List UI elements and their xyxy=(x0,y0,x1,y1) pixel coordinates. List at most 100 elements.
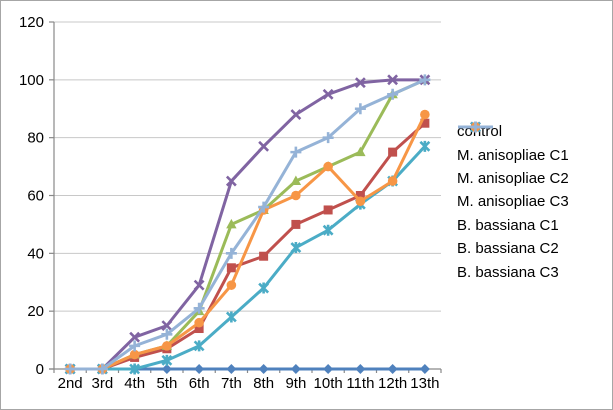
marker-x xyxy=(290,109,302,120)
marker-diamond xyxy=(258,364,269,374)
marker-circle xyxy=(291,190,301,201)
x-tick-label: 6th xyxy=(189,375,210,392)
marker-square xyxy=(355,191,365,200)
marker-circle xyxy=(226,280,237,290)
marker-diamond xyxy=(290,364,301,374)
series-b-bassiana-c3 xyxy=(64,74,431,375)
marker-plus xyxy=(96,363,108,375)
x-tick-label: 5th xyxy=(156,375,177,392)
x-tick-label: 13th xyxy=(410,375,439,392)
y-tick-label: 20 xyxy=(27,303,44,320)
y-tick-label: 120 xyxy=(19,14,44,31)
marker-x xyxy=(322,88,334,100)
series-line xyxy=(68,144,427,371)
gridlines xyxy=(54,21,441,312)
x-tick-label: 7th xyxy=(221,375,242,392)
series-line xyxy=(68,78,427,371)
legend-item-m-anisopliae-c2: M. anisopliae C2 xyxy=(457,121,569,190)
series-line xyxy=(68,78,427,371)
x-tick-label: 11th xyxy=(346,375,374,392)
marker-triangle xyxy=(355,146,366,157)
series-b-bassiana-c2 xyxy=(65,109,430,374)
chart-legend: control M. anisopliae C1 M. anisopliae C2 M… xyxy=(457,120,569,284)
legend-swatch-icon xyxy=(458,121,493,133)
x-tick-label: 4th xyxy=(124,375,145,392)
marker-triangle xyxy=(290,175,302,186)
y-tick-label: 0 xyxy=(36,361,44,378)
marker-x xyxy=(258,140,270,152)
marker-x xyxy=(387,74,399,86)
legend-label: B. bassiana C3 xyxy=(457,263,559,281)
marker-x xyxy=(129,331,141,343)
marker-diamond xyxy=(419,364,430,374)
legend-label: M. anisopliae C3 xyxy=(457,193,569,211)
marker-diamond xyxy=(355,364,366,374)
x-tick-label: 3rd xyxy=(92,375,114,392)
series-m-anisopliae-c1 xyxy=(65,118,430,374)
marker-triangle xyxy=(226,218,237,229)
marker-circle xyxy=(323,161,333,172)
marker-plus xyxy=(354,103,366,115)
legend-item-b-bassiana-c2: B. bassiana C2 xyxy=(457,122,569,260)
x-tick-label: 2nd xyxy=(58,375,83,392)
series-line xyxy=(68,78,427,371)
y-tick-label: 80 xyxy=(27,130,44,147)
marker-square xyxy=(388,147,398,157)
legend-label: M. anisopliae C1 xyxy=(457,146,569,164)
marker-x xyxy=(193,279,205,291)
legend-item-m-anisopliae-c3: M. anisopliae C3 xyxy=(457,121,569,213)
marker-asterisk xyxy=(225,311,237,323)
marker-plus xyxy=(419,74,431,86)
marker-circle xyxy=(420,109,430,120)
series-b-bassiana-c1 xyxy=(64,140,431,375)
marker-diamond xyxy=(161,364,172,374)
y-tick-label: 100 xyxy=(19,72,44,89)
legend-label: B. bassiana C2 xyxy=(457,240,559,258)
marker-square xyxy=(259,251,269,261)
marker-asterisk xyxy=(193,340,205,352)
series-line xyxy=(68,121,427,371)
marker-plus xyxy=(225,247,237,259)
x-axis-tick-labels: 2nd 3rd 4th 5th 6th 7th 8th 9th 10th 11th 12th 13th xyxy=(58,375,440,392)
marker-square xyxy=(194,324,204,334)
marker-plus xyxy=(258,201,270,213)
y-tick-label: 60 xyxy=(27,188,44,205)
x-tick-label: 10th xyxy=(314,375,343,392)
marker-square xyxy=(291,219,301,229)
marker-diamond xyxy=(323,364,334,374)
marker-square xyxy=(420,118,430,128)
marker-asterisk xyxy=(129,363,141,375)
marker-plus xyxy=(193,302,205,314)
marker-circle xyxy=(162,341,172,351)
series-line xyxy=(68,113,427,371)
x-tick-label: 12th xyxy=(378,375,407,392)
marker-diamond xyxy=(387,364,398,374)
series-m-anisopliae-c3 xyxy=(64,74,431,375)
y-axis-tick-labels: 0 20 40 60 80 100 120 xyxy=(19,14,44,378)
y-tick-label: 40 xyxy=(27,245,44,262)
marker-asterisk xyxy=(290,242,302,254)
marker-square xyxy=(226,263,236,273)
marker-x xyxy=(161,320,173,332)
legend-label: B. bassiana C1 xyxy=(457,216,559,234)
marker-circle xyxy=(194,317,204,328)
marker-plus xyxy=(470,121,481,133)
series-m-anisopliae-c2 xyxy=(64,74,431,373)
x-tick-label: 9th xyxy=(285,375,306,392)
x-tick-label: 8th xyxy=(253,375,274,392)
marker-circle xyxy=(129,349,140,360)
marker-square xyxy=(323,205,333,215)
marker-plus xyxy=(387,88,399,100)
marker-diamond xyxy=(226,364,237,374)
axes xyxy=(49,21,442,373)
legend-item-m-anisopliae-c1: M. anisopliae C1 xyxy=(457,122,569,166)
marker-plus xyxy=(64,363,76,375)
marker-circle xyxy=(355,196,366,207)
marker-plus xyxy=(161,328,173,340)
marker-asterisk xyxy=(419,140,431,152)
marker-circle xyxy=(387,176,398,186)
marker-asterisk xyxy=(258,282,270,294)
legend-item-b-bassiana-c3: B. bassiana C3 xyxy=(457,121,569,283)
